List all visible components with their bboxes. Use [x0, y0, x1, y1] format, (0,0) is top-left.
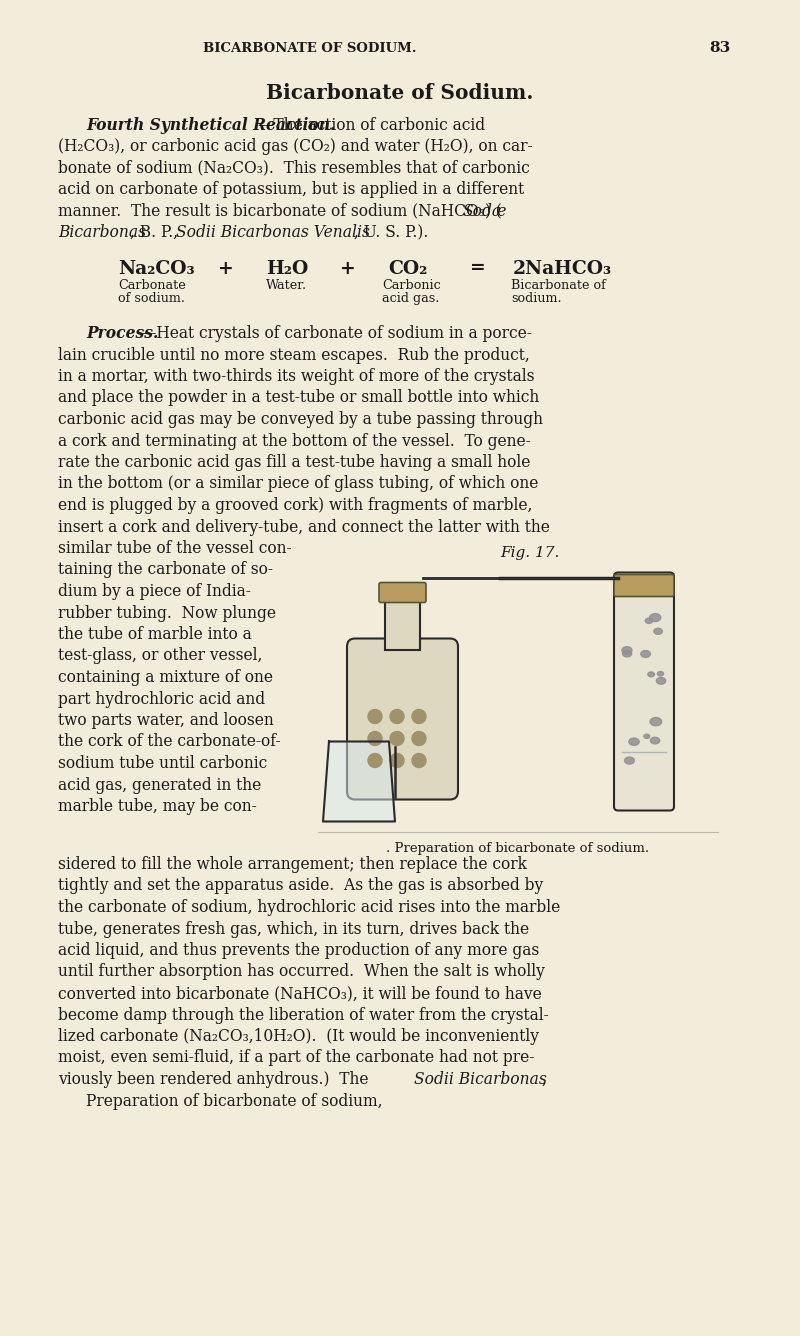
Text: —Heat crystals of carbonate of sodium in a porce-: —Heat crystals of carbonate of sodium in…	[141, 325, 532, 342]
Ellipse shape	[656, 677, 666, 684]
Text: ,: ,	[542, 1071, 547, 1088]
Text: tube, generates fresh gas, which, in its turn, drives back the: tube, generates fresh gas, which, in its…	[58, 921, 529, 938]
Text: Sodii Bicarbonas Venalis: Sodii Bicarbonas Venalis	[176, 224, 370, 240]
Text: viously been rendered anhydrous.)  The: viously been rendered anhydrous.) The	[58, 1071, 374, 1088]
Text: bonate of sodium (Na₂CO₃).  This resembles that of carbonic: bonate of sodium (Na₂CO₃). This resemble…	[58, 159, 530, 176]
Text: Bicarbonate of: Bicarbonate of	[511, 279, 606, 293]
Text: rate the carbonic acid gas fill a test-tube having a small hole: rate the carbonic acid gas fill a test-t…	[58, 454, 530, 472]
Text: Water.: Water.	[266, 279, 307, 293]
Text: BICARBONATE OF SODIUM.: BICARBONATE OF SODIUM.	[203, 41, 417, 55]
Text: converted into bicarbonate (NaHCO₃), it will be found to have: converted into bicarbonate (NaHCO₃), it …	[58, 985, 542, 1002]
Text: become damp through the liberation of water from the crystal-: become damp through the liberation of wa…	[58, 1006, 549, 1023]
Ellipse shape	[644, 735, 650, 739]
FancyBboxPatch shape	[614, 574, 674, 596]
Text: acid gas.: acid gas.	[382, 293, 439, 305]
Text: end is plugged by a grooved cork) with fragments of marble,: end is plugged by a grooved cork) with f…	[58, 497, 532, 514]
Text: +: +	[340, 259, 356, 278]
Ellipse shape	[650, 737, 660, 744]
Text: the cork of the carbonate-of-: the cork of the carbonate-of-	[58, 733, 281, 751]
Text: Fig. 17.: Fig. 17.	[500, 546, 560, 561]
Text: in a mortar, with two-thirds its weight of more of the crystals: in a mortar, with two-thirds its weight …	[58, 367, 534, 385]
Bar	[318, 566, 718, 836]
Text: moist, even semi-fluid, if a part of the carbonate had not pre-: moist, even semi-fluid, if a part of the…	[58, 1050, 534, 1066]
Circle shape	[390, 709, 404, 724]
Text: H₂O: H₂O	[266, 259, 308, 278]
Text: and place the powder in a test-tube or small bottle into which: and place the powder in a test-tube or s…	[58, 390, 539, 406]
Text: +: +	[218, 259, 234, 278]
Text: Sodii Bicarbonas: Sodii Bicarbonas	[414, 1071, 547, 1088]
Ellipse shape	[654, 628, 662, 635]
Text: containing a mixture of one: containing a mixture of one	[58, 669, 273, 685]
Text: rubber tubing.  Now plunge: rubber tubing. Now plunge	[58, 604, 276, 621]
Text: until further absorption has occurred.  When the salt is wholly: until further absorption has occurred. W…	[58, 963, 545, 981]
Circle shape	[368, 709, 382, 724]
Text: taining the carbonate of so-: taining the carbonate of so-	[58, 561, 273, 578]
Text: sodium.: sodium.	[511, 293, 562, 305]
Text: in the bottom (or a similar piece of glass tubing, of which one: in the bottom (or a similar piece of gla…	[58, 476, 538, 493]
Text: carbonic acid gas may be conveyed by a tube passing through: carbonic acid gas may be conveyed by a t…	[58, 411, 543, 428]
Text: tightly and set the apparatus aside.  As the gas is absorbed by: tightly and set the apparatus aside. As …	[58, 878, 543, 895]
Text: Bicarbonas: Bicarbonas	[58, 224, 146, 240]
Text: Process.: Process.	[86, 325, 158, 342]
Text: a cork and terminating at the bottom of the vessel.  To gene-: a cork and terminating at the bottom of …	[58, 433, 530, 449]
Text: lain crucible until no more steam escapes.  Rub the product,: lain crucible until no more steam escape…	[58, 346, 530, 363]
Ellipse shape	[629, 737, 639, 745]
Bar	[385, 595, 420, 649]
Text: acid on carbonate of potassium, but is applied in a different: acid on carbonate of potassium, but is a…	[58, 180, 524, 198]
FancyBboxPatch shape	[614, 573, 674, 811]
Text: CO₂: CO₂	[388, 259, 427, 278]
Text: . Preparation of bicarbonate of sodium.: . Preparation of bicarbonate of sodium.	[386, 842, 650, 855]
Ellipse shape	[646, 619, 653, 624]
Text: Fourth Synthetical Reaction.: Fourth Synthetical Reaction.	[86, 116, 335, 134]
Text: , B. P.,: , B. P.,	[130, 224, 183, 240]
Circle shape	[390, 754, 404, 767]
Text: Sodæ: Sodæ	[463, 203, 507, 219]
Text: two parts water, and loosen: two parts water, and loosen	[58, 712, 274, 729]
Text: Bicarbonate of Sodium.: Bicarbonate of Sodium.	[266, 83, 534, 103]
Ellipse shape	[625, 758, 634, 764]
Ellipse shape	[658, 672, 663, 676]
Text: (H₂CO₃), or carbonic acid gas (CO₂) and water (H₂O), on car-: (H₂CO₃), or carbonic acid gas (CO₂) and …	[58, 138, 533, 155]
Circle shape	[412, 754, 426, 767]
Text: Preparation of bicarbonate of sodium,: Preparation of bicarbonate of sodium,	[86, 1093, 382, 1109]
Text: =: =	[470, 259, 486, 278]
Text: acid liquid, and thus prevents the production of any more gas: acid liquid, and thus prevents the produ…	[58, 942, 539, 959]
Polygon shape	[323, 741, 395, 822]
Circle shape	[368, 754, 382, 767]
Text: Carbonate: Carbonate	[118, 279, 186, 293]
Text: 83: 83	[710, 41, 730, 55]
Text: of sodium.: of sodium.	[118, 293, 185, 305]
Text: , U. S. P.).: , U. S. P.).	[354, 224, 428, 240]
Text: insert a cork and delivery-tube, and connect the latter with the: insert a cork and delivery-tube, and con…	[58, 518, 550, 536]
Text: acid gas, generated in the: acid gas, generated in the	[58, 776, 262, 794]
Text: sodium tube until carbonic: sodium tube until carbonic	[58, 755, 267, 772]
Text: marble tube, may be con-: marble tube, may be con-	[58, 798, 257, 815]
Ellipse shape	[648, 672, 654, 677]
Text: similar tube of the vessel con-: similar tube of the vessel con-	[58, 540, 292, 557]
Ellipse shape	[622, 651, 632, 657]
Text: —The action of carbonic acid: —The action of carbonic acid	[258, 116, 485, 134]
Circle shape	[412, 732, 426, 745]
Text: the tube of marble into a: the tube of marble into a	[58, 627, 252, 643]
Text: test-glass, or other vessel,: test-glass, or other vessel,	[58, 648, 262, 664]
Ellipse shape	[650, 717, 662, 725]
Text: Carbonic: Carbonic	[382, 279, 441, 293]
Text: part hydrochloric acid and: part hydrochloric acid and	[58, 691, 265, 708]
FancyBboxPatch shape	[379, 582, 426, 603]
Circle shape	[368, 732, 382, 745]
Text: dium by a piece of India-: dium by a piece of India-	[58, 582, 251, 600]
Text: the carbonate of sodium, hydrochloric acid rises into the marble: the carbonate of sodium, hydrochloric ac…	[58, 899, 560, 916]
Ellipse shape	[650, 613, 661, 621]
Ellipse shape	[622, 647, 632, 653]
Text: sidered to fill the whole arrangement; then replace the cork: sidered to fill the whole arrangement; t…	[58, 856, 527, 872]
Circle shape	[390, 732, 404, 745]
Circle shape	[412, 709, 426, 724]
Text: lized carbonate (Na₂CO₃,10H₂O).  (It would be inconveniently: lized carbonate (Na₂CO₃,10H₂O). (It woul…	[58, 1027, 539, 1045]
FancyBboxPatch shape	[347, 639, 458, 799]
Text: Na₂CO₃: Na₂CO₃	[118, 259, 194, 278]
Text: manner.  The result is bicarbonate of sodium (NaHCO₃) (: manner. The result is bicarbonate of sod…	[58, 203, 502, 219]
Ellipse shape	[641, 651, 650, 657]
Text: 2NaHCO₃: 2NaHCO₃	[513, 259, 612, 278]
